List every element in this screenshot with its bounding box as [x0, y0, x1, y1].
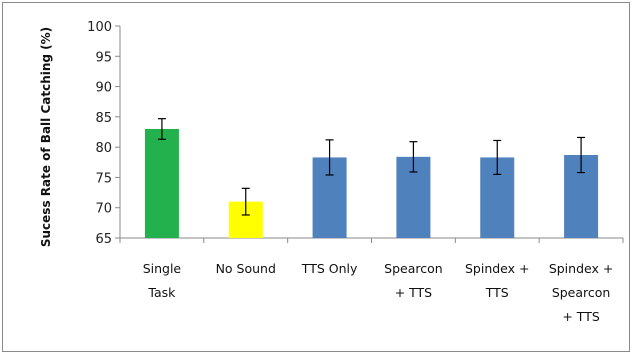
x-category-label: Spearcon	[552, 285, 611, 300]
y-tick-label: 65	[95, 232, 112, 247]
x-category-label: + TTS	[562, 309, 599, 324]
y-axis-label: Sucess Rate of Ball Catching (%)	[39, 27, 53, 247]
y-tick-label: 70	[95, 202, 112, 217]
bar	[144, 128, 179, 238]
bar-group	[144, 128, 599, 238]
y-tick-label: 100	[87, 20, 112, 35]
x-category-label: + TTS	[395, 285, 432, 300]
x-category-labels: Single Task No Sound TTS Only Spearcon + TTS S…	[143, 261, 614, 324]
x-category-label: Single	[143, 261, 182, 276]
y-tick-label: 80	[95, 141, 112, 156]
x-category-label: TTS	[485, 285, 509, 300]
y-tick-label: 75	[95, 171, 112, 186]
x-category-label: TTS Only	[301, 261, 358, 276]
x-category-label: Spearcon	[384, 261, 443, 276]
y-tick-labels: 65 70 75 80 85 90 95 100	[87, 20, 112, 247]
y-tick-label: 85	[95, 111, 112, 126]
chart-axes	[115, 25, 624, 243]
y-tick-label: 95	[95, 50, 112, 65]
x-category-label: Spindex +	[549, 261, 614, 276]
x-category-label: Spindex +	[465, 261, 530, 276]
error-bar-group	[157, 118, 586, 216]
x-category-label: No Sound	[216, 261, 276, 276]
y-tick-label: 90	[95, 81, 112, 96]
x-category-label: Task	[147, 285, 176, 300]
